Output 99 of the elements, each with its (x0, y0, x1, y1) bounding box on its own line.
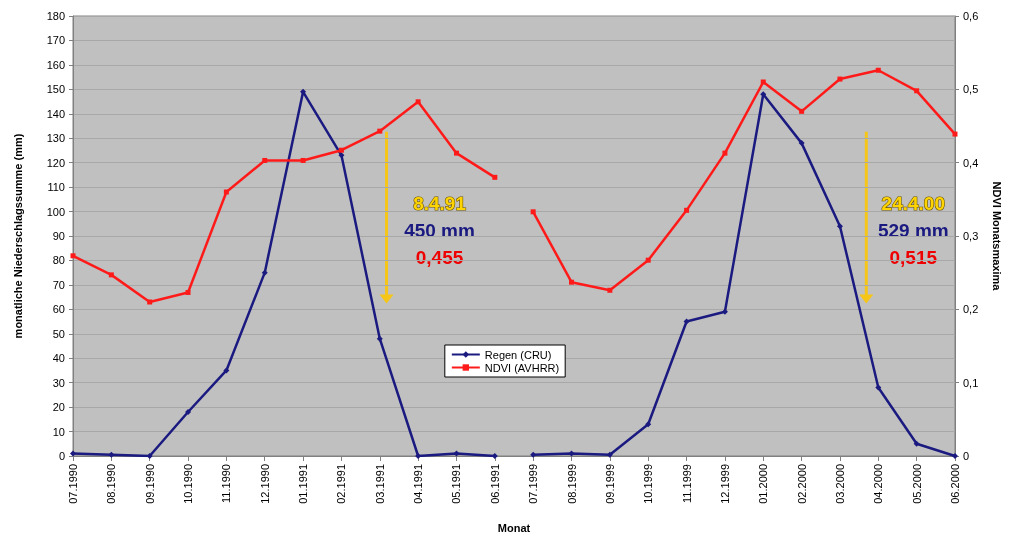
annotation: 24.4.00 (881, 192, 945, 214)
x-tick-label: 10.1999 (642, 464, 655, 504)
point (530, 209, 536, 215)
x-tick-label: 12.1990 (258, 464, 271, 504)
y-tick-label: 10 (52, 425, 65, 438)
y-tick-label: 60 (52, 303, 65, 316)
point (952, 131, 958, 137)
point (108, 272, 114, 278)
y2-tick-label: 0,2 (963, 303, 979, 316)
point (530, 451, 537, 458)
point (606, 451, 613, 458)
x-tick-label: 07.1999 (527, 464, 540, 504)
point (607, 287, 613, 293)
x-tick-label: 01.1991 (297, 464, 310, 504)
y-tick-label: 80 (52, 254, 65, 267)
y-tick-label: 140 (46, 107, 65, 120)
x-tick-label: 04.1991 (412, 464, 425, 504)
x-tick-label: 02.1991 (335, 464, 348, 504)
point (70, 253, 76, 259)
x-tick-label: 09.1999 (603, 464, 616, 504)
y2-tick-label: 0,6 (963, 10, 979, 22)
x-tick-label: 01.2000 (757, 464, 770, 504)
y-tick-label: 130 (46, 132, 65, 145)
y-tick-label: 120 (46, 156, 65, 169)
point (721, 308, 728, 315)
annotation: 8.4.91 (413, 192, 467, 214)
point (300, 88, 307, 95)
point (914, 88, 920, 94)
x-tick-label: 04.2000 (872, 464, 885, 504)
point (798, 140, 805, 147)
y-tick-label: 0 (58, 450, 65, 462)
x-tick-label: 10.1990 (182, 464, 195, 504)
y-tick-label: 40 (52, 352, 65, 365)
point (875, 67, 881, 73)
point (836, 223, 843, 230)
legend-label: Regen (CRU) (484, 348, 552, 361)
y-tick-label: 160 (46, 58, 65, 71)
x-tick-label: 03.1991 (373, 464, 386, 504)
y-tick-label: 90 (52, 230, 65, 242)
y-tick-label: 50 (52, 327, 65, 340)
y2-axis-title: NDVI Monatsmaxima (990, 181, 1003, 292)
x-axis-title: Monat (497, 521, 531, 534)
point (338, 147, 344, 153)
point (262, 157, 268, 163)
point (453, 150, 459, 156)
y-tick-label: 180 (46, 10, 65, 22)
point (300, 157, 306, 163)
x-tick-label: 08.1999 (565, 464, 578, 504)
x-tick-label: 03.2000 (833, 464, 846, 504)
point (645, 421, 652, 428)
point (338, 152, 345, 159)
y-tick-label: 110 (47, 181, 65, 194)
x-tick-label: 12.1999 (718, 464, 731, 504)
point (722, 150, 728, 156)
y-tick-label: 170 (46, 34, 65, 47)
point (108, 451, 115, 458)
point (453, 450, 460, 457)
x-tick-label: 09.1990 (143, 464, 156, 504)
point (223, 367, 230, 374)
y-tick-label: 70 (52, 278, 65, 291)
legend-label: NDVI (AVHRR) (484, 361, 560, 374)
y-axis-title: monatliche Niederschlagssumme (mm) (11, 133, 24, 339)
point (492, 174, 498, 180)
point (185, 409, 192, 415)
y-tick-label: 20 (52, 401, 65, 414)
point (683, 318, 690, 325)
x-tick-label: 05.2000 (910, 464, 923, 504)
point (760, 79, 766, 85)
point (645, 257, 651, 263)
x-tick-label: 11.1999 (680, 464, 693, 503)
y2-tick-label: 0,3 (963, 230, 979, 242)
y2-tick-label: 0,1 (963, 376, 979, 389)
point (185, 289, 191, 295)
x-tick-label: 06.2000 (949, 464, 961, 504)
x-tick-label: 05.1991 (450, 464, 463, 504)
point (799, 108, 805, 114)
point (875, 384, 882, 391)
y-tick-label: 100 (46, 205, 65, 218)
x-tick-label: 06.1991 (488, 464, 501, 504)
x-tick-label: 08.1990 (105, 464, 118, 504)
y-tick-label: 30 (52, 376, 65, 389)
x-tick-label: 07.1990 (67, 464, 79, 504)
x-tick-label: 11.1990 (220, 464, 233, 503)
point (223, 189, 229, 195)
point (376, 335, 383, 342)
point (377, 128, 383, 134)
point (913, 440, 920, 447)
point (837, 76, 843, 82)
point (261, 269, 268, 276)
y-tick-label: 150 (46, 83, 65, 96)
x-tick-label: 02.2000 (795, 464, 808, 504)
point (415, 99, 421, 105)
y2-tick-label: 0,4 (963, 156, 979, 169)
point (568, 450, 575, 457)
point (569, 279, 575, 285)
y2-tick-label: 0,5 (963, 83, 979, 96)
point (684, 207, 690, 213)
y2-tick-label: 0 (963, 450, 970, 462)
point (147, 299, 153, 305)
